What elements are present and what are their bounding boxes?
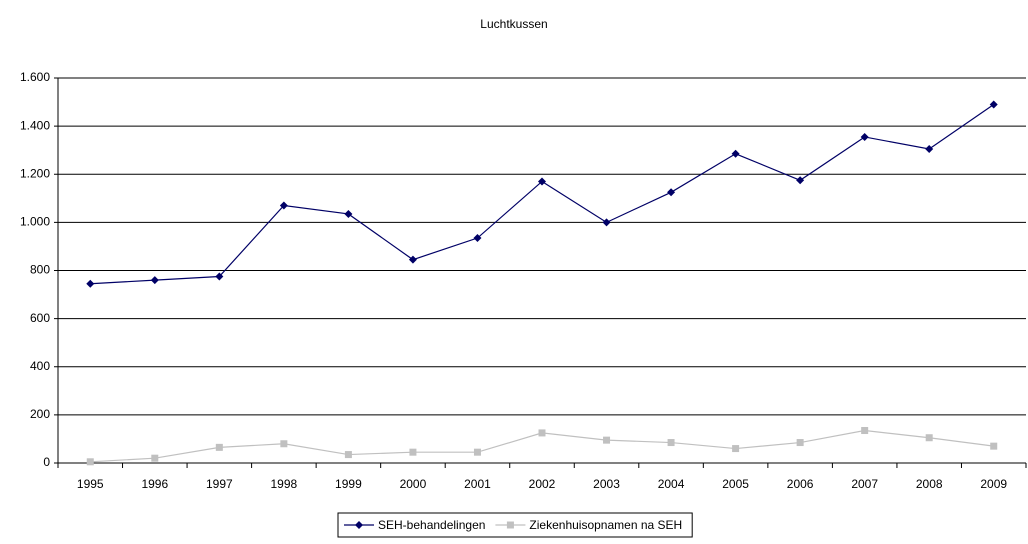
- marker: [151, 454, 159, 462]
- marker: [990, 442, 998, 450]
- marker: [731, 149, 740, 158]
- marker: [861, 427, 869, 435]
- marker: [667, 188, 676, 197]
- legend-label: Ziekenhuisopnamen na SEH: [529, 518, 682, 532]
- marker: [408, 255, 417, 264]
- marker: [215, 443, 223, 451]
- marker: [473, 234, 482, 243]
- x-tick-label: 2003: [593, 477, 620, 491]
- marker: [925, 144, 934, 153]
- marker: [796, 176, 805, 185]
- y-tick-label: 1.200: [20, 166, 50, 180]
- marker: [409, 448, 417, 456]
- marker: [667, 439, 675, 447]
- legend: SEH-behandelingen Ziekenhuisopnamen na SE…: [337, 512, 693, 538]
- marker: [603, 436, 611, 444]
- chart-title: Luchtkussen: [480, 17, 547, 31]
- x-tick-label: 2001: [464, 477, 491, 491]
- marker: [538, 177, 546, 186]
- marker: [344, 451, 352, 459]
- x-tick-label: 2006: [787, 477, 814, 491]
- x-tick-label: 1995: [77, 477, 104, 491]
- y-tick-label: 1.400: [20, 118, 50, 132]
- y-tick-label: 400: [30, 359, 50, 373]
- x-tick-label: 1997: [206, 477, 233, 491]
- marker: [860, 132, 869, 141]
- y-tick-label: 0: [43, 455, 50, 469]
- y-tick-label: 200: [30, 407, 50, 421]
- y-tick-label: 600: [30, 311, 50, 325]
- marker: [538, 429, 546, 437]
- y-tick-label: 1.600: [20, 70, 50, 84]
- y-tick-label: 1.000: [20, 215, 50, 229]
- x-tick-label: 2007: [851, 477, 878, 491]
- legend-label: SEH-behandelingen: [378, 518, 485, 532]
- marker: [925, 434, 933, 442]
- marker: [86, 279, 95, 288]
- marker: [279, 201, 288, 210]
- marker: [355, 521, 363, 529]
- marker: [602, 218, 611, 227]
- x-tick-label: 2009: [980, 477, 1007, 491]
- marker: [86, 458, 94, 466]
- x-tick-label: 2004: [658, 477, 685, 491]
- y-tick-label: 800: [30, 263, 50, 277]
- x-tick-label: 2000: [400, 477, 427, 491]
- x-tick-label: 1998: [271, 477, 298, 491]
- marker: [280, 440, 288, 448]
- x-tick-label: 1996: [141, 477, 168, 491]
- marker: [506, 521, 514, 529]
- x-tick-label: 2005: [722, 477, 749, 491]
- x-tick-label: 1999: [335, 477, 362, 491]
- x-tick-label: 2008: [916, 477, 943, 491]
- marker: [215, 272, 224, 281]
- marker: [344, 209, 353, 218]
- series-line: [90, 103, 995, 285]
- marker: [989, 100, 998, 109]
- legend-box: [337, 512, 693, 538]
- marker: [150, 276, 159, 285]
- marker: [732, 445, 740, 453]
- marker: [473, 448, 481, 456]
- marker: [796, 439, 804, 447]
- x-tick-label: 2002: [529, 477, 556, 491]
